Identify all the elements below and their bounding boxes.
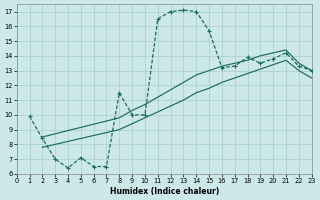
X-axis label: Humidex (Indice chaleur): Humidex (Indice chaleur): [109, 187, 219, 196]
